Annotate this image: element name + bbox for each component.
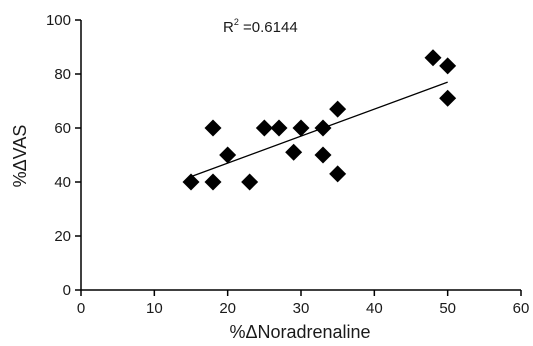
r-squared-superscript: 2 bbox=[234, 17, 239, 27]
data-point bbox=[329, 165, 347, 183]
y-tick-label: 40 bbox=[54, 174, 71, 191]
r-squared-r: R bbox=[223, 19, 234, 36]
y-axis-title: %ΔVAS bbox=[10, 125, 30, 188]
y-tick-label: 20 bbox=[54, 228, 71, 245]
data-point bbox=[182, 173, 200, 191]
axes: 0 10 20 30 40 50 60 0 20 40 60 80 100 bbox=[46, 12, 529, 317]
data-point bbox=[285, 143, 303, 161]
data-point bbox=[424, 49, 442, 67]
data-point bbox=[270, 119, 288, 137]
x-tick-label: 50 bbox=[439, 300, 456, 317]
data-point bbox=[292, 119, 310, 137]
data-point bbox=[314, 146, 332, 164]
r-squared-value: =0.6144 bbox=[239, 19, 298, 36]
x-tick-label: 20 bbox=[219, 300, 236, 317]
x-tick-label: 30 bbox=[293, 300, 310, 317]
data-points bbox=[182, 49, 457, 191]
data-point bbox=[329, 100, 347, 118]
data-point bbox=[204, 173, 222, 191]
r-squared-annotation: R2 =0.6144 bbox=[223, 17, 298, 36]
x-tick-label: 10 bbox=[146, 300, 163, 317]
data-point bbox=[439, 89, 457, 107]
x-axis-title: %ΔNoradrenaline bbox=[229, 322, 370, 342]
data-point bbox=[314, 119, 332, 137]
data-point bbox=[439, 57, 457, 75]
y-tick-label: 80 bbox=[54, 66, 71, 83]
data-point bbox=[219, 146, 237, 164]
y-tick-label: 100 bbox=[46, 12, 71, 29]
x-tick-label: 40 bbox=[366, 300, 383, 317]
y-tick-label: 0 bbox=[63, 282, 71, 299]
x-tick-label: 0 bbox=[77, 300, 85, 317]
data-point bbox=[204, 119, 222, 137]
x-axis-ticks: 0 10 20 30 40 50 60 bbox=[77, 290, 530, 317]
y-tick-label: 60 bbox=[54, 120, 71, 137]
data-point bbox=[255, 119, 273, 137]
x-tick-label: 60 bbox=[513, 300, 530, 317]
data-point bbox=[241, 173, 259, 191]
y-axis-ticks: 0 20 40 60 80 100 bbox=[46, 12, 81, 299]
